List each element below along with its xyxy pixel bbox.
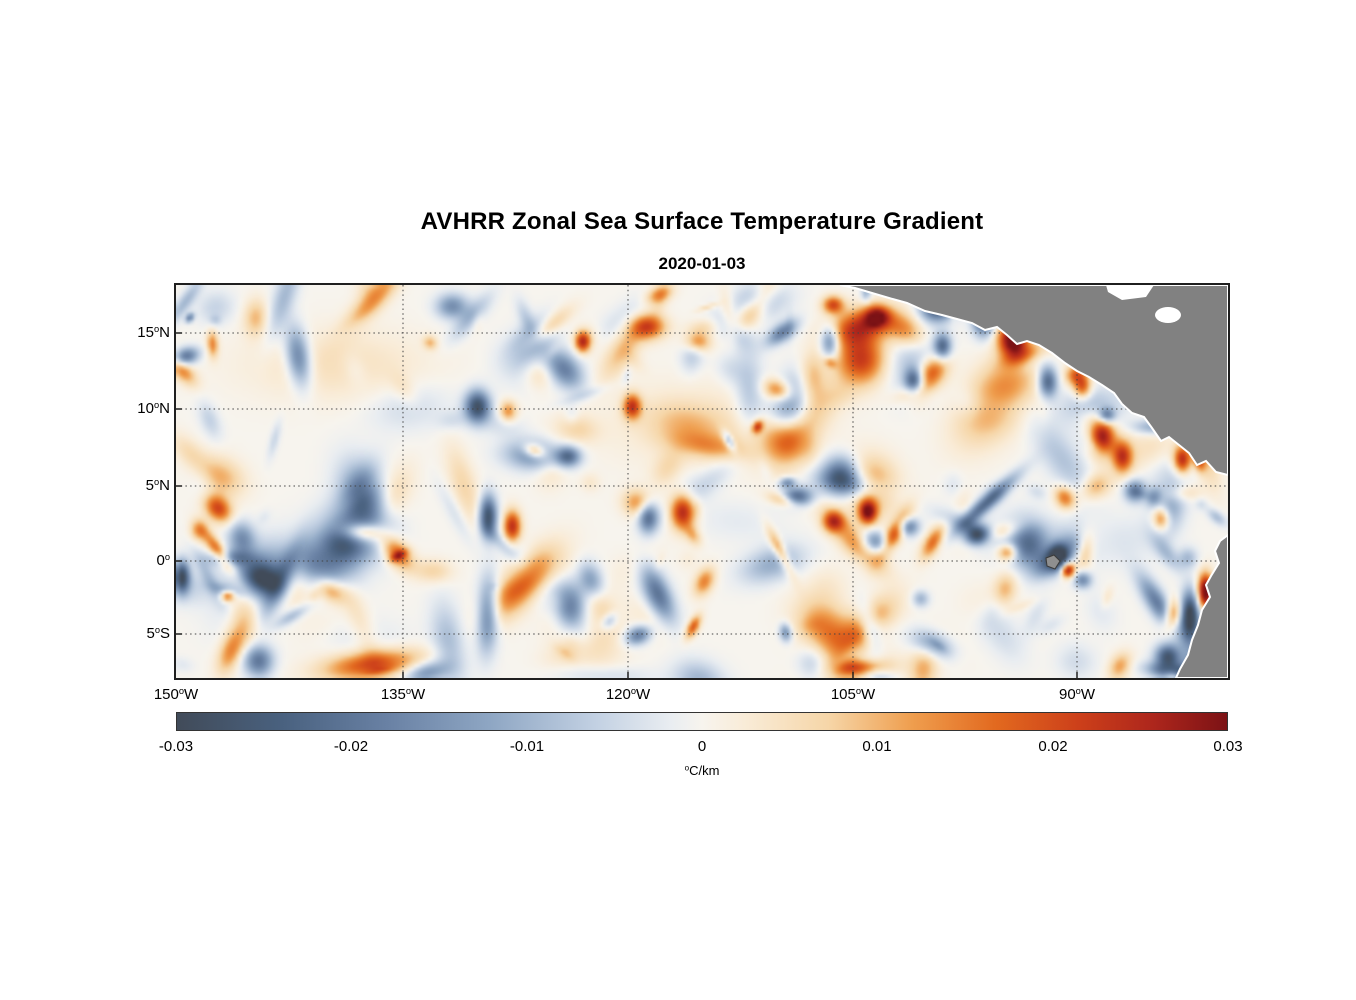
colorbar-tick-label: -0.01	[509, 738, 545, 755]
y-tick-label-10n: 10oN	[66, 400, 170, 418]
tick-suffix: S	[159, 625, 170, 642]
unit-text: C/km	[689, 763, 720, 778]
colorbar-gradient	[176, 712, 1228, 731]
chart-date: 2020-01-03	[658, 254, 746, 273]
colorbar-tick-label: -0.02	[333, 738, 369, 755]
tick-suffix: W	[411, 686, 426, 703]
degree-symbol: o	[405, 685, 412, 696]
y-tick-label-15n: 15oN	[66, 324, 170, 342]
landmass-south-america	[1174, 533, 1228, 678]
tick-suffix: W	[636, 686, 651, 703]
degree-symbol: o	[684, 763, 690, 773]
tick-suffix: N	[159, 477, 170, 494]
degree-symbol: o	[153, 476, 160, 487]
tick-value: 5	[145, 477, 154, 494]
axis-tick-marks	[176, 332, 1078, 678]
degree-symbol: o	[153, 399, 160, 410]
degree-symbol: o	[164, 551, 170, 562]
landmass-central-america	[839, 285, 1228, 477]
tick-value: 90	[1058, 686, 1076, 703]
x-tick-label-105w: 105oW	[831, 686, 875, 704]
colorbar-units: oC/km	[176, 763, 1228, 779]
x-tick-label-135w: 135oW	[381, 686, 425, 704]
x-tick-label-90w: 90oW	[1059, 686, 1095, 704]
tick-suffix: W	[184, 686, 199, 703]
galapagos-island	[1045, 554, 1061, 570]
map-plot	[176, 285, 1228, 678]
colorbar-tick-label: 0.03	[1213, 738, 1243, 755]
tick-value: 105	[830, 686, 856, 703]
tick-value: 0	[156, 552, 165, 569]
no-data-gap	[1155, 307, 1181, 323]
degree-symbol: o	[178, 685, 185, 696]
tick-value: 5	[146, 625, 155, 642]
tick-value: 15	[137, 324, 154, 341]
tick-value: 120	[605, 686, 631, 703]
colorbar-tick-label: 0.02	[1038, 738, 1068, 755]
colorbar-tick-label: 0.01	[862, 738, 892, 755]
tick-value: 135	[380, 686, 406, 703]
tick-suffix: W	[1080, 686, 1096, 703]
tick-value: 150	[153, 686, 179, 703]
x-tick-label-120w: 120oW	[606, 686, 650, 704]
degree-symbol: o	[630, 685, 637, 696]
tick-value: 10	[137, 400, 154, 417]
chart-title: AVHRR Zonal Sea Surface Temperature Grad…	[420, 208, 984, 235]
tick-suffix: W	[861, 686, 876, 703]
tick-suffix: N	[159, 324, 170, 341]
colorbar-tick-label: -0.03	[158, 738, 194, 755]
degree-symbol: o	[855, 685, 862, 696]
degree-symbol: o	[154, 624, 160, 635]
grid-lines	[176, 285, 1228, 678]
map-overlay	[176, 285, 1228, 678]
y-tick-label-5s: 5oS	[66, 625, 170, 643]
degree-symbol: o	[153, 323, 160, 334]
y-tick-label-5n: 5oN	[66, 477, 170, 495]
y-tick-label-0: 0o	[66, 552, 170, 570]
tick-suffix: N	[159, 400, 170, 417]
x-tick-label-150w: 150oW	[154, 686, 198, 704]
no-data-gap	[1106, 285, 1154, 300]
degree-symbol: o	[1075, 685, 1081, 696]
colorbar-tick-label: 0	[697, 738, 707, 755]
